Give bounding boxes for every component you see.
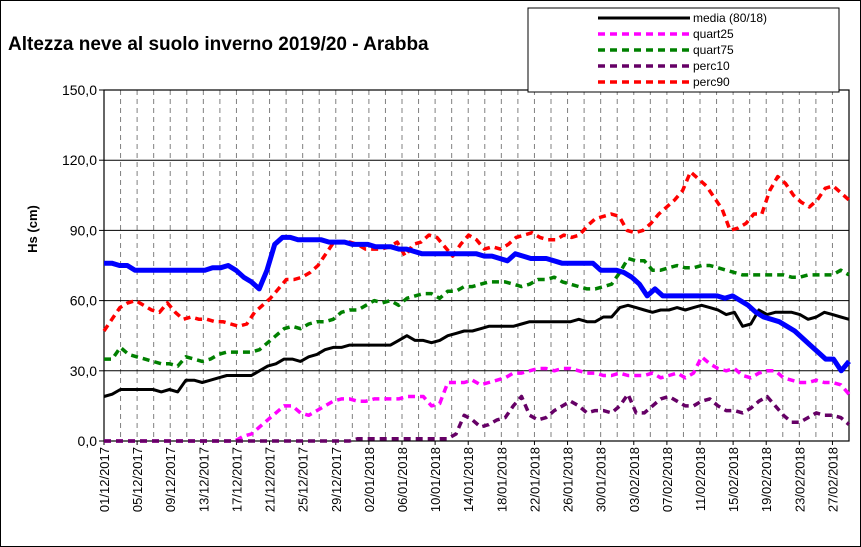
legend-label: perc10 [693, 59, 730, 73]
legend-box [527, 7, 840, 93]
y-tick-label: 60,0 [70, 293, 97, 309]
x-tick-label: 27/02/2018 [825, 447, 840, 512]
x-tick-label: 02/01/2018 [362, 447, 377, 512]
series-line-media-80-18 [103, 303, 850, 398]
x-tick-label: 18/01/2018 [494, 447, 509, 512]
plot-area: 0,0 30,0 60,0 90,0 120,0 150,0 01/12/2017 05/12… [62, 82, 851, 512]
x-tick-label: 17/12/2017 [229, 447, 244, 512]
x-tick-label: 25/12/2017 [296, 447, 311, 512]
series-line-quart75 [104, 256, 850, 368]
x-tick-label: 10/01/2018 [428, 447, 443, 512]
legend: media (80/18) quart25 quart75 perc10 perc90 [527, 7, 840, 93]
series-line-blue [104, 234, 851, 374]
x-tick-label: 30/01/2018 [594, 447, 609, 512]
x-tick-label: 21/12/2017 [263, 447, 278, 512]
legend-label: quart75 [693, 43, 734, 57]
x-tick-label: 19/02/2018 [759, 447, 774, 512]
y-axis-label: Hs (cm) [25, 205, 40, 253]
legend-label: perc90 [693, 75, 730, 89]
x-tick-label: 13/12/2017 [196, 447, 211, 512]
x-tick-label: 22/01/2018 [527, 447, 542, 512]
series-line-perc10 [104, 392, 851, 443]
x-tick-label: 26/01/2018 [561, 447, 576, 512]
x-tick-label: 06/01/2018 [395, 447, 410, 512]
y-tick-label: 30,0 [70, 363, 97, 379]
x-tick-label: 23/02/2018 [792, 447, 807, 512]
x-tick-label: 03/02/2018 [627, 447, 642, 512]
x-tick-label: 14/01/2018 [461, 447, 476, 512]
y-tick-label: 120,0 [62, 152, 97, 168]
legend-label: media (80/18) [693, 11, 767, 25]
series-line-perc90 [102, 170, 851, 332]
x-tick-label: 11/02/2018 [693, 447, 708, 511]
y-tick-label: 150,0 [62, 82, 97, 98]
x-tick-label: 29/12/2017 [329, 447, 344, 512]
x-tick-label: 07/02/2018 [660, 447, 675, 512]
chart-title: Altezza neve al suolo inverno 2019/20 - … [8, 34, 429, 55]
x-tick-label: 01/12/2017 [97, 447, 112, 512]
x-tick-label: 15/02/2018 [726, 447, 741, 512]
y-tick-label: 0,0 [78, 433, 98, 449]
y-tick-label: 90,0 [70, 222, 97, 238]
x-tick-label: 09/12/2017 [163, 447, 178, 512]
x-tick-label: 05/12/2017 [130, 447, 145, 512]
legend-label: quart25 [693, 27, 734, 41]
